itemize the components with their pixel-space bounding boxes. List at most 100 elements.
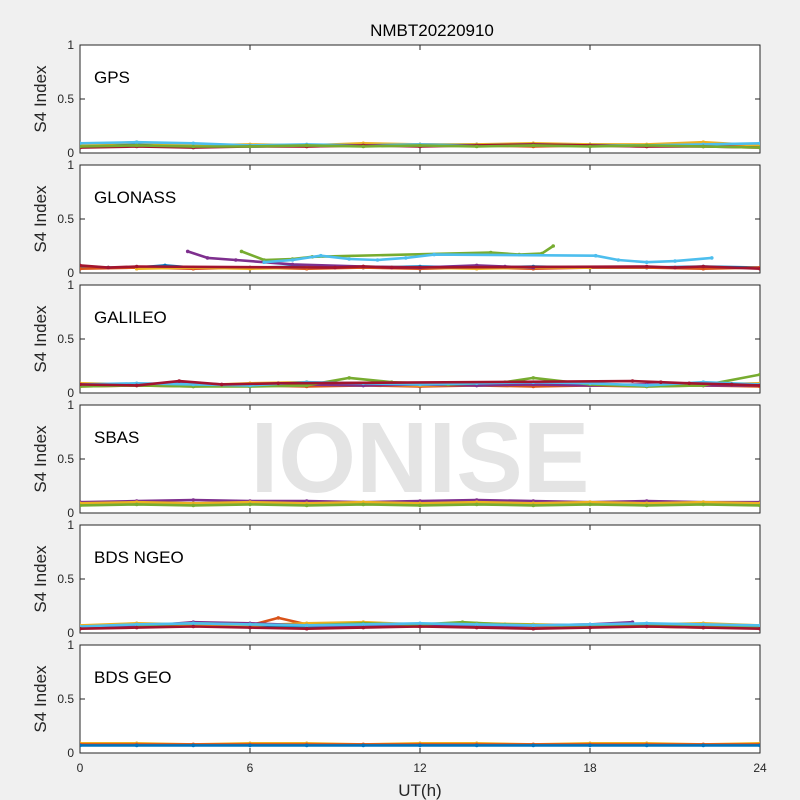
data-point (531, 743, 536, 748)
data-point (134, 743, 139, 748)
data-point (375, 258, 380, 262)
data-point (701, 502, 706, 507)
data-point (276, 616, 281, 620)
data-point (588, 144, 592, 149)
data-point (418, 621, 422, 626)
y-tick-label: 0.5 (57, 452, 74, 466)
data-point (418, 143, 422, 148)
series-line (80, 379, 760, 387)
data-point (644, 143, 649, 148)
data-point (304, 143, 309, 148)
x-tick-label: 12 (413, 761, 427, 775)
y-tick-label: 1 (67, 38, 74, 52)
data-point (474, 502, 479, 507)
y-axis-label: S4 Index (31, 665, 50, 733)
data-point (304, 503, 309, 508)
data-point (474, 743, 479, 748)
data-point (758, 145, 760, 150)
data-point (701, 743, 706, 748)
figure-title: NMBT20220910 (370, 21, 494, 40)
y-axis-label: S4 Index (31, 545, 50, 613)
y-tick-label: 0 (67, 746, 74, 760)
data-point (361, 743, 366, 748)
data-point (234, 258, 238, 262)
data-point (588, 743, 592, 748)
panel-glonass: 0 0.5 1 S4 Index GLONASS (31, 158, 761, 280)
data-point (531, 143, 536, 148)
panel-label: GALILEO (94, 308, 167, 327)
y-tick-label: 1 (67, 278, 74, 292)
x-tick-label: 24 (753, 761, 767, 775)
data-point (80, 743, 82, 748)
y-tick-label: 0.5 (57, 212, 74, 226)
data-point (701, 144, 706, 149)
y-tick-label: 1 (67, 638, 74, 652)
data-point (701, 625, 706, 630)
series-line (240, 244, 555, 262)
x-tick-label: 6 (247, 761, 254, 775)
panel-label: SBAS (94, 428, 139, 447)
x-tick-label: 18 (583, 761, 597, 775)
data-point (729, 382, 734, 387)
data-point (531, 376, 536, 380)
data-point (219, 382, 224, 387)
series-group (80, 244, 760, 271)
panel-bds-ngeo: 0 0.5 1 S4 Index BDS NGEO (31, 518, 761, 640)
data-point (659, 380, 663, 385)
y-tick-label: 0 (67, 506, 74, 520)
data-point (134, 625, 139, 630)
data-point (290, 258, 295, 262)
data-point (248, 502, 252, 507)
data-point (418, 503, 422, 508)
data-point (80, 266, 82, 271)
data-point (361, 625, 366, 630)
data-point (701, 264, 706, 269)
data-point (588, 622, 592, 627)
data-point (191, 498, 196, 502)
data-point (644, 383, 649, 388)
data-point (191, 743, 196, 748)
data-point (531, 503, 536, 508)
data-point (191, 141, 196, 146)
data-point (551, 244, 555, 248)
data-point (474, 625, 479, 630)
data-point (758, 626, 760, 631)
data-point (361, 502, 366, 507)
axes-frame (79, 404, 761, 514)
data-point (177, 379, 181, 383)
data-point (134, 140, 139, 144)
axes-frame (79, 524, 761, 634)
data-point (347, 376, 352, 380)
data-point (304, 626, 309, 631)
axes-frame (79, 284, 761, 394)
data-point (474, 144, 479, 149)
data-point (758, 141, 760, 146)
data-point (80, 263, 82, 268)
data-point (758, 372, 760, 377)
data-point (673, 265, 677, 270)
panel-label: GPS (94, 68, 130, 87)
y-tick-label: 1 (67, 158, 74, 172)
data-point (134, 383, 139, 388)
data-point (361, 622, 366, 627)
data-point (687, 381, 691, 386)
data-point (489, 250, 493, 255)
data-point (531, 623, 536, 628)
y-tick-label: 0.5 (57, 332, 74, 346)
data-point (304, 383, 309, 388)
panel-galileo: 0 0.5 1 S4 Index GALILEO (31, 278, 761, 400)
data-point (418, 743, 422, 748)
panel-label: GLONASS (94, 188, 176, 207)
data-point (134, 264, 139, 269)
data-point (191, 503, 196, 508)
data-point (758, 266, 760, 271)
data-point (588, 502, 592, 507)
data-point (432, 252, 437, 257)
panel-label: BDS GEO (94, 668, 171, 687)
data-point (80, 144, 82, 149)
y-tick-label: 1 (67, 518, 74, 532)
data-point (361, 264, 366, 269)
y-tick-label: 0 (67, 626, 74, 640)
y-tick-label: 0.5 (57, 92, 74, 106)
